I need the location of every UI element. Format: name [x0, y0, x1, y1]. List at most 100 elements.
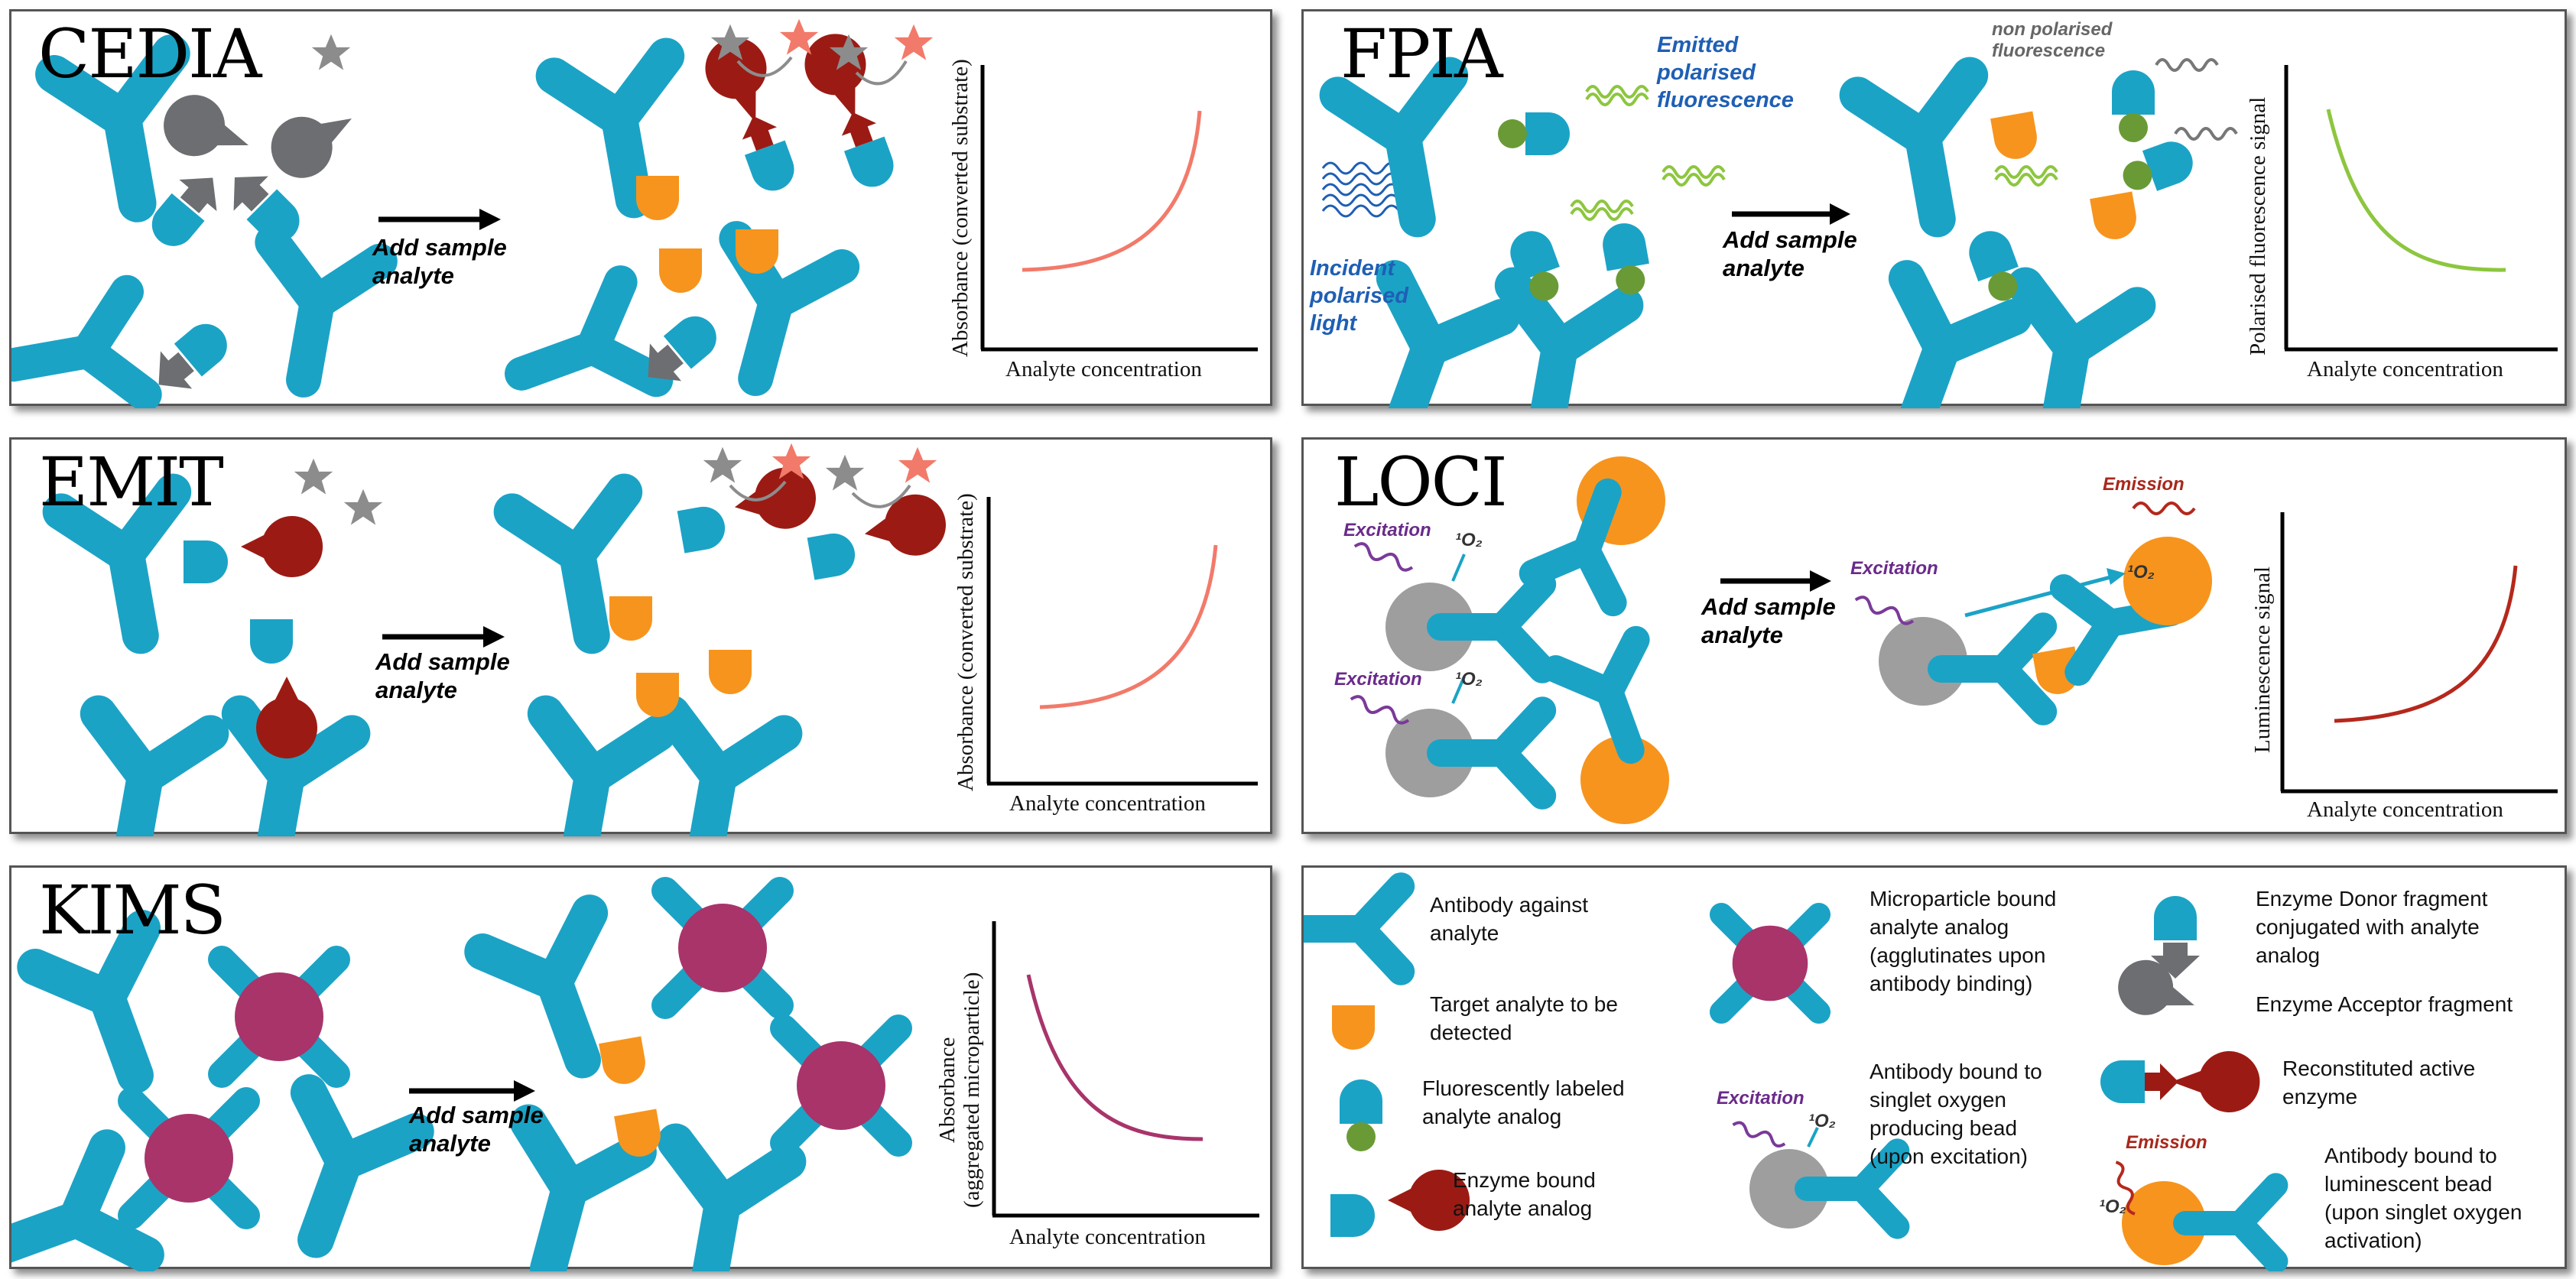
note-line: polarised — [1310, 284, 1408, 308]
legend-excitation-label: Excitation — [1717, 1088, 1804, 1109]
kims-chart — [992, 921, 1259, 1218]
note-line: fluorescence — [1657, 88, 1794, 112]
legend-item-microparticle: Microparticle bound analyte analog (aggl… — [1869, 885, 2056, 998]
enzyme-analog-icon — [184, 516, 323, 583]
antibody-icon — [11, 292, 145, 408]
legend-line: (upon singlet oxygen — [2324, 1200, 2522, 1224]
legend-singlet-oxygen-label: ¹O₂ — [2099, 1196, 2126, 1217]
fpia-incident-note: Incident polarised light — [1310, 255, 1408, 337]
legend-line: analyte analog — [1869, 915, 2009, 939]
singlet-oxygen-label: ¹O₂ — [1455, 530, 1483, 550]
singlet-oxygen-bead-icon — [1749, 1149, 1829, 1229]
legend-line: Reconstituted active — [2282, 1057, 2476, 1080]
reconstituted-enzyme-icon — [2100, 1051, 2260, 1112]
note-line: Emitted — [1657, 33, 1739, 57]
fpia-step: Add sample analyte — [1723, 226, 1857, 282]
loci-ylabel: Luminescence signal — [2250, 566, 2275, 753]
kims-ylabel: Absorbance (aggregated microparticle) — [935, 972, 984, 1208]
fluorescent-analog-icon — [1340, 1079, 1382, 1151]
enzyme-analog-icon — [1330, 1170, 1470, 1237]
kims-illustration — [11, 868, 1259, 1271]
analyte-icon — [636, 176, 679, 220]
loci-emission-label: Emission — [2103, 474, 2185, 495]
legend-line: Antibody against — [1430, 893, 1589, 917]
legend-item-enzyme-analog: Enzyme bound analyte analog — [1453, 1166, 1596, 1222]
emit-ylabel: Absorbance (converted substrate) — [953, 493, 978, 791]
legend-line: Antibody bound to — [2324, 1144, 2497, 1167]
legend-item-enzyme-donor: Enzyme Donor fragment conjugated with an… — [2256, 885, 2487, 969]
kims-panel: KIMS Add sample analyte Analyte concentr… — [9, 865, 1272, 1269]
loci-xlabel: Analyte concentration — [2307, 797, 2503, 822]
incident-light-icon — [1321, 161, 1401, 218]
step-line: Add sample — [409, 1102, 544, 1128]
fpia-ylabel: Polarised fluorescence signal — [2246, 96, 2270, 355]
kims-step: Add sample analyte — [409, 1101, 544, 1157]
legend-line: conjugated with analyte — [2256, 915, 2480, 939]
singlet-oxygen-label: ¹O₂ — [2127, 562, 2155, 583]
cedia-curve — [1022, 110, 1202, 272]
legend-item-antibody: Antibody against analyte — [1430, 891, 1588, 947]
cedia-step: Add sample analyte — [372, 233, 507, 290]
kims-curve — [1026, 974, 1204, 1141]
loci-title: LOCI — [1334, 443, 1508, 521]
ylabel-line: (aggregated microparticle) — [960, 972, 984, 1208]
step-line: Add sample — [1723, 226, 1857, 253]
legend-line: Enzyme Donor fragment — [2256, 887, 2488, 911]
note-line: light — [1310, 311, 1357, 336]
microparticle-analog-icon — [222, 959, 336, 1074]
legend-item-luminescent-bead: Antibody bound to luminescent bead (upon… — [2324, 1141, 2522, 1255]
legend-line: Antibody bound to — [1869, 1060, 2042, 1083]
fpia-panel: FPIA Emitted polarised fluorescence Inci… — [1301, 9, 2567, 406]
analyte-icon — [736, 229, 778, 274]
emit-illustration — [11, 443, 1258, 836]
legend-line: detected — [1430, 1021, 1512, 1044]
loci-excitation-label: Excitation — [1343, 520, 1431, 540]
emit-chart — [986, 497, 1258, 786]
legend-line: analog — [2256, 943, 2321, 967]
enzyme-acceptor-icon — [154, 86, 259, 174]
legend-line: singlet oxygen — [1869, 1088, 2007, 1112]
legend-item-fluorescent-analog: Fluorescently labeled analyte analog — [1422, 1074, 1625, 1131]
analyte-icon — [1332, 1005, 1375, 1050]
note-line: fluorescence — [1992, 41, 2106, 61]
note-line: non polarised — [1992, 19, 2113, 40]
legend-panel: Antibody against analyte Target analyte … — [1301, 865, 2567, 1269]
step-line: Add sample — [375, 648, 510, 675]
emit-panel: EMIT Add sample analyte Analyte concentr… — [9, 437, 1272, 834]
legend-emission-label: Emission — [2126, 1132, 2207, 1153]
legend-line: Enzyme bound — [1453, 1168, 1596, 1192]
fpia-curve — [2326, 109, 2506, 272]
emit-title: EMIT — [39, 443, 224, 521]
emit-curve — [1039, 544, 1218, 709]
legend-item-enzyme-acceptor: Enzyme Acceptor fragment — [2256, 990, 2513, 1018]
antibody-icon — [250, 242, 380, 389]
legend-item-singlet-oxygen-bead: Antibody bound to singlet oxygen produci… — [1869, 1057, 2042, 1170]
legend-line: Microparticle bound — [1869, 887, 2057, 911]
substrate-star-icon — [311, 34, 351, 70]
fpia-chart — [2284, 65, 2558, 352]
step-line: analyte — [1701, 622, 1783, 648]
loci-excitation-label: Excitation — [1334, 669, 1422, 690]
note-line: polarised — [1657, 60, 1756, 85]
enzyme-acceptor-icon — [260, 92, 367, 190]
loci-chart — [2280, 512, 2558, 794]
legend-line: (agglutinates upon — [1869, 943, 2046, 967]
legend-line: analyte analog — [1422, 1105, 1562, 1128]
legend-line: Target analyte to be — [1430, 992, 1618, 1016]
cedia-chart — [980, 65, 1258, 352]
cedia-ylabel: Absorbance (converted substrate) — [948, 59, 973, 357]
kims-xlabel: Analyte concentration — [1009, 1225, 1206, 1249]
cedia-xlabel: Analyte concentration — [1005, 357, 1202, 381]
loci-step: Add sample analyte — [1701, 592, 1836, 649]
fpia-xlabel: Analyte concentration — [2307, 357, 2503, 381]
reconstituted-enzyme-icon — [697, 29, 809, 200]
antibody-icon — [1304, 886, 1401, 972]
fpia-title: FPIA — [1340, 15, 1503, 93]
fluorescent-analog-icon — [1498, 112, 1570, 155]
legend-line: Fluorescently labeled — [1422, 1076, 1625, 1100]
fpia-illustration — [1304, 11, 2558, 408]
loci-illustration — [1350, 456, 2558, 824]
legend-line: luminescent bead — [2324, 1172, 2493, 1196]
legend-icons — [1304, 868, 2569, 1271]
legend-line: enzyme — [2282, 1085, 2358, 1109]
